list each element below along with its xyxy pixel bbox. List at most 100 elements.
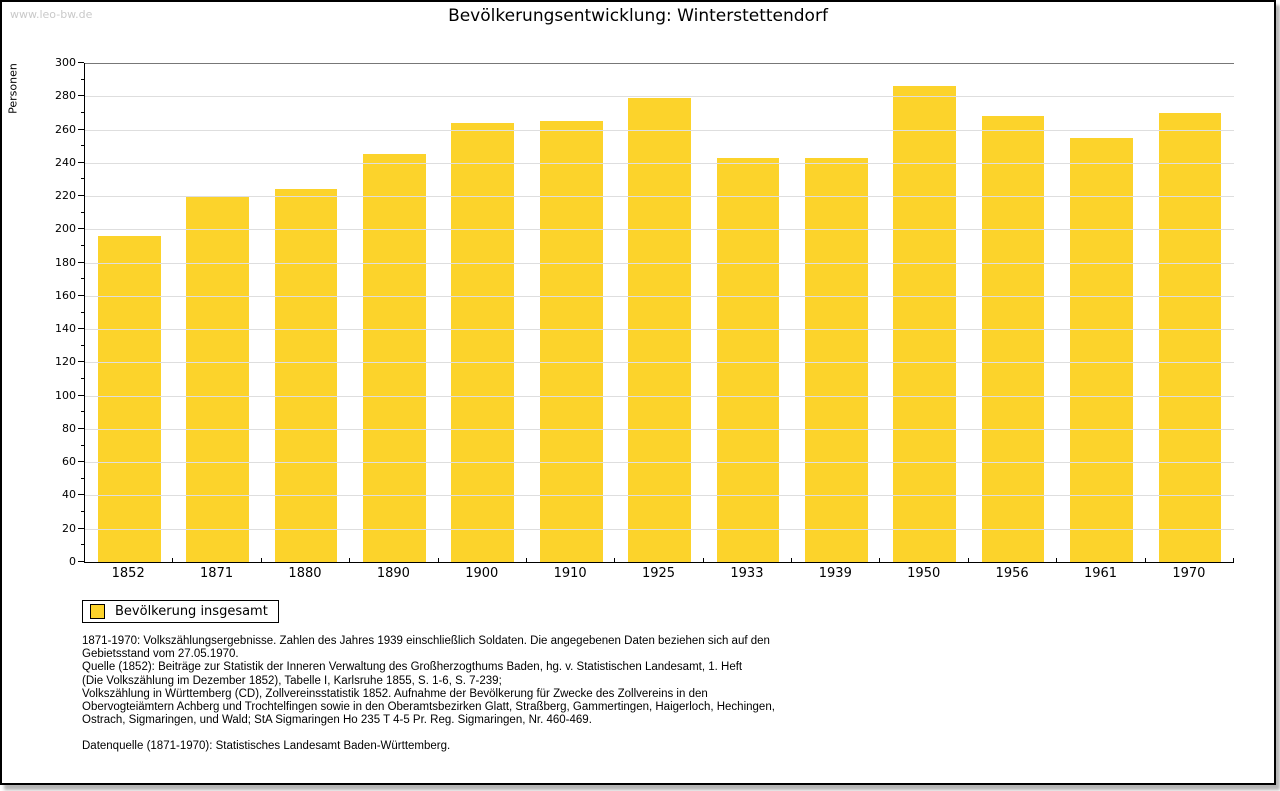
gridline-280	[85, 96, 1234, 98]
x-axis-tick	[526, 558, 527, 562]
x-axis-tick-labels: 1852 1871 1880 1890 1900 1910 1925 1933 1939 1950…	[84, 566, 1233, 581]
y-major-tick	[78, 394, 84, 396]
y-major-tick	[78, 328, 84, 330]
gridline-140	[85, 329, 1234, 331]
bar-slot-1950	[881, 63, 969, 562]
legend-box: Bevölkerung insgesamt	[82, 600, 279, 623]
footnote-line: Volkszählung in Württemberg (CD), Zollve…	[82, 687, 708, 700]
x-axis-tick	[261, 558, 262, 562]
footnotes-block: 1871-1970: Volkszählungsergebnisse. Zahl…	[82, 635, 1182, 727]
bar-1871	[186, 196, 249, 562]
bar-1852	[97, 236, 161, 562]
bar-slot-1910	[527, 63, 615, 562]
x-tick-label-1950: 1950	[907, 566, 941, 581]
y-tick-label: 140	[55, 322, 76, 336]
bar-1890	[362, 154, 426, 562]
x-axis-tick	[1233, 558, 1234, 562]
gridline-200	[85, 229, 1234, 231]
bar-slot-1871	[173, 63, 261, 562]
x-tick-label-1910: 1910	[553, 566, 587, 581]
y-tick-label: 280	[55, 89, 76, 103]
y-tick-label: 120	[55, 355, 76, 369]
y-tick-label: 80	[62, 421, 76, 435]
x-tick-label-1900: 1900	[465, 566, 499, 581]
x-tick-label-1956: 1956	[995, 566, 1029, 581]
y-tick-label: 60	[62, 455, 76, 469]
y-tick-label: 100	[55, 388, 76, 402]
y-major-tick	[78, 561, 84, 562]
bar-1939	[804, 157, 868, 562]
bar-1970	[1158, 112, 1222, 562]
legend-swatch-icon	[90, 604, 105, 619]
bar-slot-1961	[1057, 63, 1145, 562]
y-major-tick	[78, 161, 84, 163]
y-major-tick	[78, 261, 84, 263]
x-tick-label-1970: 1970	[1172, 566, 1206, 581]
gridline-240	[85, 162, 1234, 164]
gridline-220	[85, 196, 1234, 198]
x-axis-tick	[703, 558, 704, 562]
y-tick-label: 300	[55, 56, 76, 69]
gridline-160	[85, 295, 1234, 297]
footnote-line: Quelle (1852): Beiträge zur Statistik de…	[82, 661, 743, 674]
gridline-20	[85, 528, 1234, 530]
y-tick-label: 20	[62, 521, 76, 535]
datasource-line: Datenquelle (1871-1970): Statistisches L…	[82, 740, 451, 752]
gridline-100	[85, 395, 1234, 397]
x-tick-label-1939: 1939	[818, 566, 852, 581]
x-tick-label-1925: 1925	[641, 566, 676, 581]
bar-slot-1890	[350, 63, 438, 562]
footnote-line: Obervogteiämtern Achberg und Trochtelfin…	[82, 701, 775, 714]
y-minor-tick	[81, 511, 84, 513]
footnote-line: Gebietsstand vom 27.05.1970.	[82, 648, 239, 661]
watermark-text: www.leo-bw.de	[10, 8, 93, 21]
y-minor-tick	[81, 244, 84, 246]
bar-1950	[893, 86, 957, 562]
y-tick-label: 260	[55, 122, 76, 136]
y-major-tick	[78, 527, 84, 529]
y-major-tick	[78, 128, 84, 130]
y-major-tick	[78, 294, 84, 296]
footnote-line: Ostrach, Sigmaringen, und Wald; StA Sigm…	[82, 714, 592, 727]
y-minor-tick	[81, 111, 84, 113]
x-tick-label-1871: 1871	[200, 566, 234, 581]
y-major-tick	[78, 228, 84, 230]
y-major-tick	[78, 361, 84, 363]
y-minor-tick	[81, 211, 84, 213]
x-tick-label-1933: 1933	[730, 566, 764, 581]
y-major-tick	[78, 195, 84, 197]
x-axis-tick	[614, 558, 615, 562]
x-axis-tick	[438, 558, 439, 562]
y-minor-tick	[81, 78, 84, 80]
y-minor-tick	[81, 444, 84, 446]
footnote-line: (Die Volkszählung im Dezember 1852), Tab…	[82, 674, 502, 687]
gridline-120	[85, 362, 1234, 364]
gridline-80	[85, 428, 1234, 430]
bar-slot-1900	[439, 63, 527, 562]
gridline-260	[85, 129, 1234, 131]
x-axis-tick	[349, 558, 350, 562]
bar-1956	[981, 116, 1045, 562]
gridline-180	[85, 262, 1234, 264]
y-minor-tick	[81, 411, 84, 413]
y-major-tick	[78, 62, 84, 63]
x-tick-label-1890: 1890	[376, 566, 410, 581]
y-tick-label: 240	[55, 155, 76, 169]
x-axis-tick	[172, 558, 173, 562]
y-axis-tick-labels: 0 20 40 60 80 100 120 140 160 180 200 220 240 260 280 3…	[2, 56, 76, 568]
plot-area	[84, 63, 1234, 563]
x-axis-tick	[791, 558, 792, 562]
y-minor-tick	[81, 477, 84, 479]
bar-slot-1956	[969, 63, 1057, 562]
x-axis-tick	[1056, 558, 1057, 562]
bar-1910	[539, 121, 603, 562]
chart-title: Bevölkerungsentwicklung: Winterstettendo…	[448, 6, 828, 26]
bar-slot-1933	[704, 63, 792, 562]
y-minor-tick	[81, 544, 84, 546]
gridline-300	[85, 63, 1234, 64]
gridline-40	[85, 495, 1234, 497]
x-axis-tick	[1145, 558, 1146, 562]
x-tick-label-1852: 1852	[111, 566, 145, 581]
y-tick-label: 40	[62, 488, 76, 502]
bar-slot-1970	[1146, 63, 1234, 562]
